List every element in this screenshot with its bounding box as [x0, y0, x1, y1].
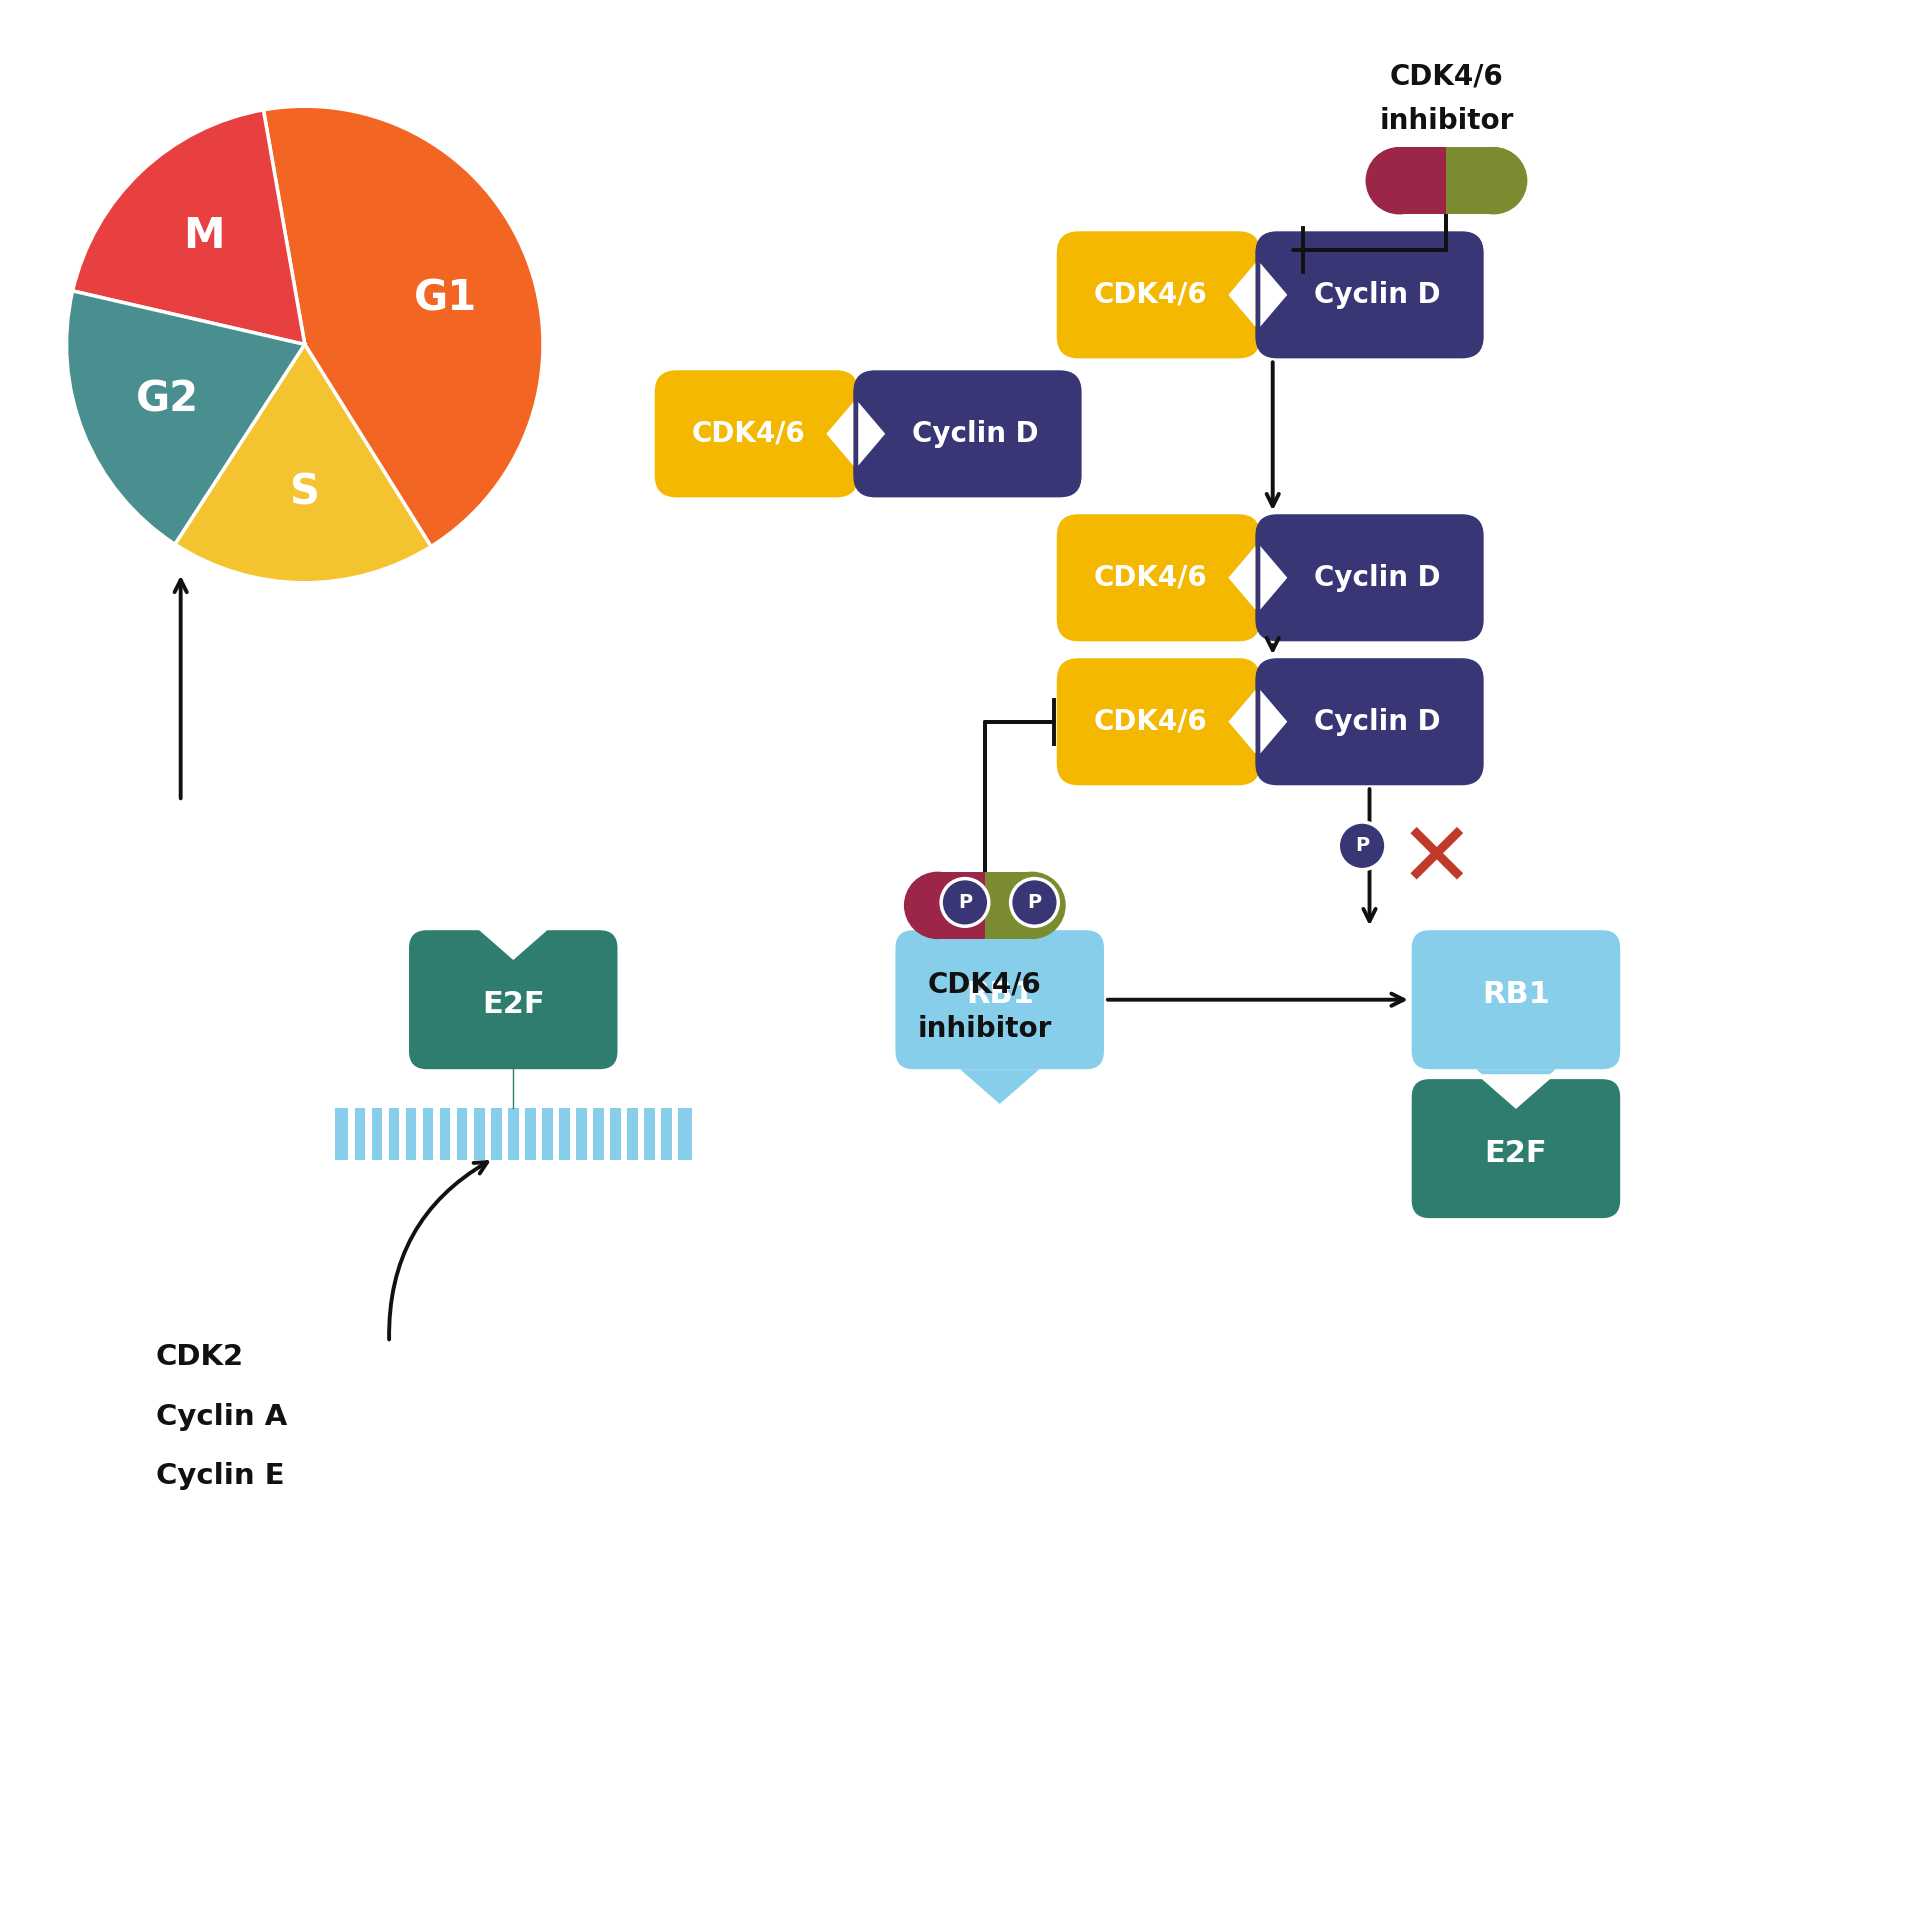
- Polygon shape: [1400, 148, 1446, 215]
- Bar: [603, 1108, 611, 1160]
- Text: inhibitor: inhibitor: [918, 1016, 1052, 1043]
- Polygon shape: [1229, 689, 1256, 753]
- Bar: [434, 1108, 440, 1160]
- Bar: [501, 1108, 509, 1160]
- Text: CDK4/6: CDK4/6: [1390, 63, 1503, 90]
- FancyBboxPatch shape: [1056, 515, 1260, 641]
- FancyBboxPatch shape: [1411, 1079, 1620, 1217]
- Bar: [588, 1108, 593, 1160]
- Polygon shape: [960, 1069, 1039, 1104]
- FancyBboxPatch shape: [655, 371, 858, 497]
- Bar: [334, 1108, 691, 1160]
- Wedge shape: [67, 292, 305, 543]
- Text: Cyclin D: Cyclin D: [1313, 708, 1440, 735]
- Text: RB1: RB1: [1482, 981, 1549, 1010]
- Polygon shape: [474, 925, 553, 960]
- Bar: [672, 1108, 678, 1160]
- Polygon shape: [858, 401, 885, 467]
- Text: CDK4/6: CDK4/6: [1094, 708, 1208, 735]
- Bar: [620, 1108, 628, 1160]
- Text: inhibitor: inhibitor: [1379, 108, 1513, 134]
- Bar: [417, 1108, 422, 1160]
- Bar: [655, 1108, 660, 1160]
- Polygon shape: [1476, 1069, 1555, 1104]
- Polygon shape: [937, 872, 985, 939]
- Polygon shape: [1229, 263, 1256, 326]
- Circle shape: [1010, 879, 1058, 925]
- Wedge shape: [175, 344, 430, 584]
- Bar: [484, 1108, 492, 1160]
- FancyBboxPatch shape: [1256, 515, 1484, 641]
- Text: CDK4/6: CDK4/6: [927, 972, 1043, 998]
- Polygon shape: [1229, 545, 1256, 609]
- Text: P: P: [958, 893, 972, 912]
- Wedge shape: [263, 106, 543, 547]
- Wedge shape: [73, 109, 305, 344]
- FancyBboxPatch shape: [1256, 659, 1484, 785]
- Text: ✕: ✕: [1398, 816, 1475, 904]
- FancyBboxPatch shape: [852, 371, 1081, 497]
- Polygon shape: [1446, 148, 1494, 215]
- Text: P: P: [1027, 893, 1041, 912]
- Polygon shape: [826, 401, 852, 467]
- Bar: [451, 1108, 457, 1160]
- Circle shape: [1365, 148, 1432, 215]
- Bar: [399, 1108, 405, 1160]
- Text: G1: G1: [413, 278, 476, 321]
- Bar: [382, 1108, 390, 1160]
- Circle shape: [941, 879, 989, 925]
- Text: Cyclin E: Cyclin E: [156, 1463, 284, 1490]
- Text: P: P: [1356, 837, 1369, 854]
- Polygon shape: [1260, 545, 1286, 609]
- Text: CDK2: CDK2: [156, 1344, 244, 1371]
- FancyBboxPatch shape: [1056, 230, 1260, 359]
- Bar: [553, 1108, 559, 1160]
- Bar: [365, 1108, 372, 1160]
- Bar: [536, 1108, 541, 1160]
- Text: CDK4/6: CDK4/6: [1094, 564, 1208, 591]
- Text: Cyclin D: Cyclin D: [1313, 280, 1440, 309]
- Text: E2F: E2F: [482, 991, 545, 1020]
- Bar: [467, 1108, 474, 1160]
- Text: E2F: E2F: [1484, 1139, 1548, 1167]
- Bar: [637, 1108, 643, 1160]
- Text: CDK4/6: CDK4/6: [691, 420, 804, 447]
- Circle shape: [1459, 148, 1528, 215]
- Bar: [570, 1108, 576, 1160]
- Circle shape: [1338, 822, 1386, 870]
- FancyBboxPatch shape: [409, 929, 618, 1069]
- Bar: [348, 1108, 355, 1160]
- Text: Cyclin D: Cyclin D: [1313, 564, 1440, 591]
- Text: M: M: [182, 215, 225, 257]
- Text: RB1: RB1: [966, 981, 1033, 1010]
- Text: G2: G2: [136, 378, 200, 420]
- Circle shape: [904, 872, 972, 939]
- Bar: [518, 1108, 524, 1160]
- FancyBboxPatch shape: [1256, 230, 1484, 359]
- FancyBboxPatch shape: [1056, 659, 1260, 785]
- Text: Cyclin A: Cyclin A: [156, 1404, 288, 1430]
- Circle shape: [998, 872, 1066, 939]
- Polygon shape: [1260, 689, 1286, 753]
- Text: S: S: [290, 470, 321, 513]
- Polygon shape: [1476, 1073, 1555, 1110]
- FancyBboxPatch shape: [895, 929, 1104, 1069]
- Text: Cyclin D: Cyclin D: [912, 420, 1039, 447]
- Text: CDK4/6: CDK4/6: [1094, 280, 1208, 309]
- Polygon shape: [1260, 263, 1286, 326]
- Polygon shape: [985, 872, 1031, 939]
- FancyBboxPatch shape: [1411, 929, 1620, 1069]
